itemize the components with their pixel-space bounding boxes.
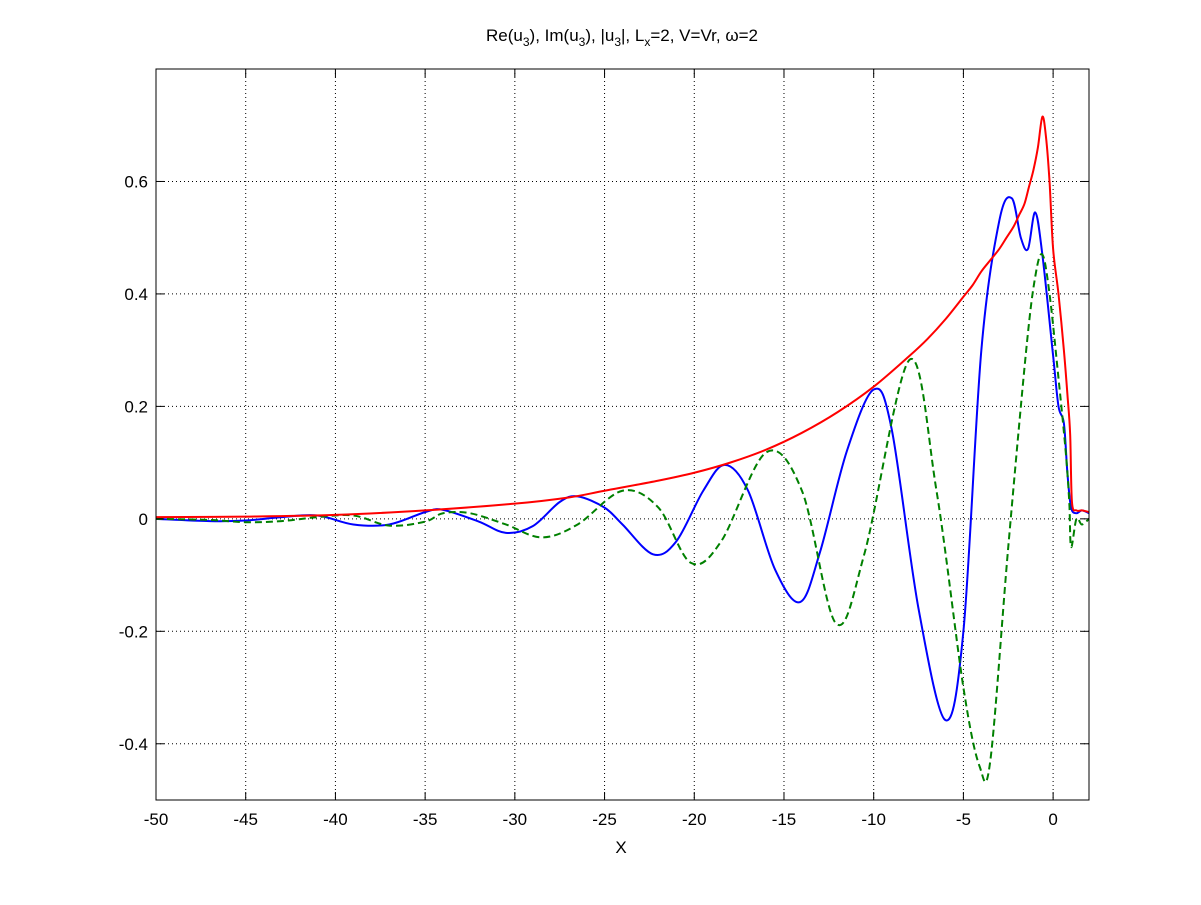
chart-title: Re(u3), Im(u3), |u3|, Lx=2, V=Vr, ω=2 [486,26,758,49]
y-tick-label: 0 [139,510,148,529]
axes-box [155,68,1090,801]
y-tick-label: 0.4 [124,285,148,304]
x-tick-label: -20 [682,810,707,829]
y-tick-label: -0.2 [119,622,148,641]
x-axis-label: X [615,838,626,857]
plot-area [155,115,1090,784]
x-tick-label: -30 [503,810,528,829]
x-tick-label: -10 [861,810,886,829]
x-tick-label: 0 [1048,810,1057,829]
x-tick-label: -5 [956,810,971,829]
ticks [155,69,1089,800]
series-line-red [155,115,1090,519]
x-tick-label: -40 [323,810,348,829]
series-line-green-dashed [155,253,1090,784]
y-tick-label: 0.6 [124,172,148,191]
x-tick-label: -45 [233,810,258,829]
tick-labels: -50 -45 -40 -35 -30 -25 -20 -15 -10 -5 0-0.4-0.200… [119,172,1058,829]
plot-background [156,69,1089,800]
y-tick-label: -0.4 [119,735,148,754]
x-tick-label: -25 [592,810,617,829]
x-tick-label: -50 [144,810,169,829]
x-tick-label: -15 [772,810,797,829]
y-tick-label: 0.2 [124,397,148,416]
x-tick-label: -35 [413,810,438,829]
